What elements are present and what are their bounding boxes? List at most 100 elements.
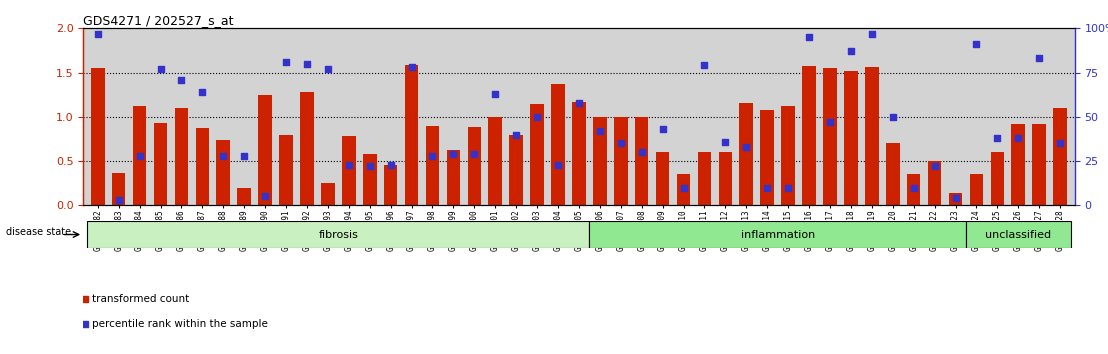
Point — [340, 162, 358, 167]
Bar — [593, 117, 607, 205]
Bar — [383, 166, 398, 205]
Point — [173, 77, 191, 82]
Point — [423, 153, 441, 159]
Bar — [677, 175, 690, 205]
Bar — [698, 152, 711, 205]
Bar — [948, 193, 963, 205]
Point — [235, 153, 253, 159]
Text: GDS4271 / 202527_s_at: GDS4271 / 202527_s_at — [83, 14, 234, 27]
Point — [486, 91, 504, 97]
Bar — [719, 152, 732, 205]
Point — [570, 100, 587, 105]
Text: unclassified: unclassified — [985, 229, 1051, 240]
Point — [884, 114, 902, 120]
Point — [529, 114, 546, 120]
Point — [507, 132, 525, 137]
Point — [800, 34, 818, 40]
Point — [361, 164, 379, 169]
Bar — [865, 67, 879, 205]
Point — [612, 141, 629, 146]
Point — [821, 119, 839, 125]
Point — [946, 195, 964, 201]
Bar — [966, 221, 1070, 248]
Bar — [216, 140, 230, 205]
Bar — [489, 117, 502, 205]
Point — [1030, 56, 1048, 61]
Point — [905, 185, 923, 190]
Point — [633, 149, 650, 155]
Bar — [88, 221, 589, 248]
Point — [696, 63, 714, 68]
Point — [465, 151, 483, 157]
Bar — [823, 68, 837, 205]
Bar — [91, 68, 104, 205]
Point — [1009, 135, 1027, 141]
Text: fibrosis: fibrosis — [318, 229, 358, 240]
Bar — [927, 161, 942, 205]
Bar — [970, 175, 983, 205]
Bar — [342, 136, 356, 205]
Point — [215, 153, 233, 159]
Bar — [886, 143, 900, 205]
Point — [863, 31, 881, 36]
Point — [738, 144, 756, 150]
Bar — [404, 65, 419, 205]
Point — [654, 126, 671, 132]
Bar — [133, 106, 146, 205]
Point — [779, 185, 797, 190]
Text: transformed count: transformed count — [92, 294, 189, 304]
Point — [319, 66, 337, 72]
Point — [758, 185, 776, 190]
Point — [988, 135, 1006, 141]
Point — [298, 61, 316, 67]
Bar — [510, 136, 523, 205]
Bar — [844, 71, 858, 205]
Point — [925, 164, 943, 169]
Bar — [468, 127, 481, 205]
Point — [110, 197, 127, 203]
Bar — [531, 104, 544, 205]
Bar — [195, 129, 209, 205]
Bar — [760, 110, 774, 205]
Bar — [279, 135, 293, 205]
Bar — [572, 102, 586, 205]
Bar — [447, 150, 460, 205]
Bar — [1054, 108, 1067, 205]
Bar — [1033, 124, 1046, 205]
Bar — [300, 92, 314, 205]
Bar — [321, 183, 335, 205]
Bar — [906, 175, 921, 205]
Bar — [614, 117, 627, 205]
Bar — [589, 221, 966, 248]
Point — [1051, 141, 1069, 146]
Bar — [237, 188, 252, 205]
Point — [131, 153, 148, 159]
Bar — [258, 95, 271, 205]
Bar — [1012, 124, 1025, 205]
Bar — [154, 123, 167, 205]
Point — [967, 41, 985, 47]
Point — [89, 31, 106, 36]
Point — [842, 48, 860, 54]
Point — [402, 64, 420, 70]
Bar — [781, 106, 794, 205]
Text: percentile rank within the sample: percentile rank within the sample — [92, 319, 268, 329]
Point — [717, 139, 735, 144]
Point — [382, 162, 400, 167]
Bar — [551, 84, 565, 205]
Point — [675, 185, 692, 190]
Point — [194, 89, 212, 95]
Point — [444, 151, 462, 157]
Bar — [425, 126, 439, 205]
Bar — [112, 172, 125, 205]
Text: disease state: disease state — [6, 227, 71, 237]
Text: inflammation: inflammation — [740, 229, 814, 240]
Bar — [739, 103, 753, 205]
Bar — [635, 117, 648, 205]
Point — [591, 128, 608, 134]
Point — [277, 59, 295, 65]
Bar — [656, 152, 669, 205]
Bar — [991, 152, 1004, 205]
Bar — [802, 67, 815, 205]
Point — [152, 66, 170, 72]
